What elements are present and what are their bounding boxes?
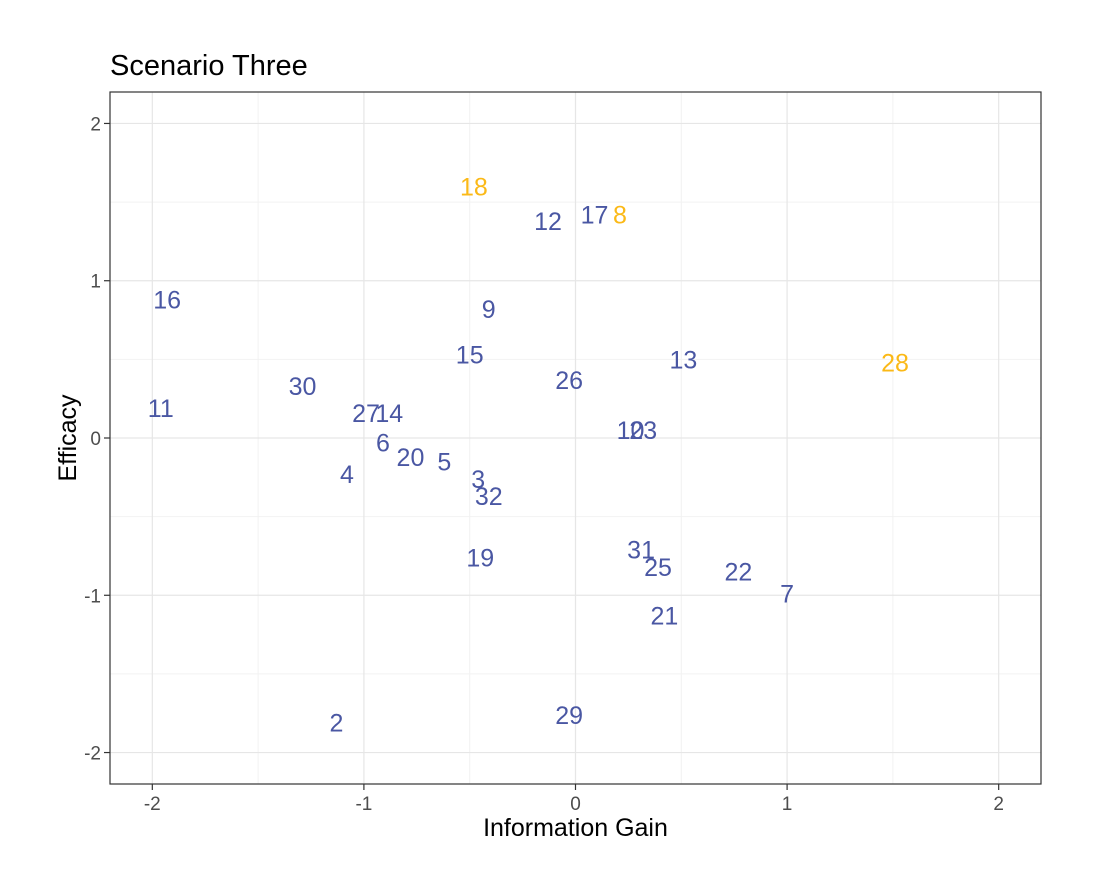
point-label: 2 [329,710,343,738]
point-label: 18 [460,173,488,201]
point-label: 13 [670,346,698,374]
y-tick-label: -1 [84,586,101,607]
point-label: 25 [644,554,672,582]
point-label: 11 [148,395,174,423]
x-axis-title: Information Gain [483,814,668,842]
x-tick-label: 2 [993,794,1004,815]
grid [110,92,1041,784]
point-label: 14 [375,400,403,428]
point-label: 8 [613,202,627,230]
point-label: 3 [471,466,485,494]
point-label: 15 [456,342,484,370]
point-label: 9 [482,296,496,324]
y-tick-label: 2 [90,114,101,135]
point-label: 22 [725,559,753,587]
point-label: 23 [629,417,657,445]
point-label: 10 [617,417,645,445]
y-tick-label: 0 [90,429,101,450]
point-label: 17 [581,202,609,230]
y-axis-title: Efficacy [54,394,82,482]
y-tick-label: 1 [90,272,101,293]
point-label: 28 [881,350,909,378]
point-label: 6 [376,430,390,458]
point-label: 32 [475,483,503,511]
x-tick-label: -1 [355,794,372,815]
point-label: 27 [352,400,380,428]
x-tick-label: 1 [782,794,793,815]
point-label: 31 [627,537,655,565]
point-label: 26 [555,367,583,395]
point-label: 4 [340,461,354,489]
x-tick-label: 0 [570,794,581,815]
chart-title: Scenario Three [110,50,308,82]
point-label: 30 [289,373,317,401]
point-label: 12 [534,208,562,236]
x-tick-label: -2 [144,794,161,815]
point-label: 19 [466,545,494,573]
y-tick-label: -2 [84,744,101,765]
y-axis: -2 -1 0 1 2 [84,114,110,765]
point-label: 5 [437,449,451,477]
point-label: 21 [650,603,678,631]
x-axis: -2 -1 0 1 2 [144,784,1004,815]
point-label: 29 [555,702,583,730]
point-label: 16 [153,287,181,315]
point-label: 20 [397,444,425,472]
point-label: 7 [780,581,794,609]
